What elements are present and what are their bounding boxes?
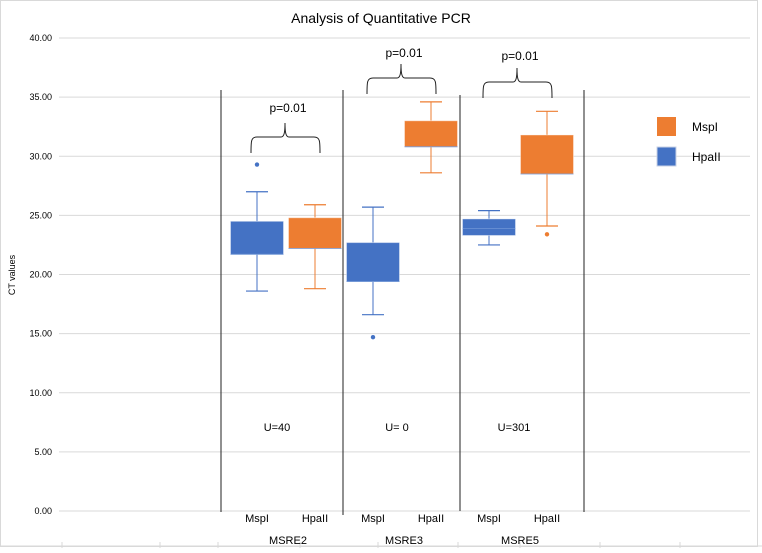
chart-title: Analysis of Quantitative PCR — [291, 10, 471, 26]
group-separators — [220, 90, 585, 515]
x-category-label: HpaII — [534, 513, 560, 525]
outlier-point — [254, 162, 260, 167]
u-statistic-label: U= 0 — [385, 422, 409, 434]
legend-label: HpaII — [692, 150, 721, 164]
gridlines — [0, 37, 762, 548]
significance-bracket — [482, 67, 553, 99]
legend: MspI HpaII — [656, 117, 721, 167]
significance-bracket — [366, 63, 437, 95]
group-label: MSRE5 — [501, 535, 539, 547]
group-label: MSRE3 — [385, 535, 423, 547]
legend-swatch-mspi — [657, 117, 676, 136]
p-value-label: p=0.01 — [501, 49, 538, 63]
p-value-label: p=0.01 — [385, 46, 422, 60]
y-tick-labels: 0.00 5.00 10.00 15.00 20.00 25.00 30.00 35.00 40… — [29, 33, 52, 516]
x-category-label: MspI — [477, 513, 501, 525]
x-category-label: MspI — [245, 513, 269, 525]
y-tick-label: 5.00 — [34, 447, 52, 457]
x-category-label: HpaII — [418, 513, 444, 525]
box-msre2-mspi — [230, 220, 284, 255]
annotations: p=0.01 U=40 p=0.01 U= 0 p=0.01 U=301 — [250, 46, 553, 434]
u-statistic-label: U=40 — [264, 422, 291, 434]
boxes — [230, 101, 574, 340]
outlier-point — [370, 334, 376, 340]
y-tick-label: 25.00 — [29, 210, 52, 220]
legend-label: MspI — [692, 120, 718, 134]
y-tick-label: 15.00 — [29, 329, 52, 339]
y-tick-label: 40.00 — [29, 33, 52, 43]
box-msre3-hpaii — [404, 120, 458, 148]
box-msre3-mspi — [346, 242, 400, 283]
x-category-label: HpaII — [302, 513, 328, 525]
y-axis-label: CT values — [7, 254, 17, 295]
y-tick-label: 30.00 — [29, 151, 52, 161]
y-tick-label: 35.00 — [29, 92, 52, 102]
y-tick-label: 10.00 — [29, 388, 52, 398]
y-tick-label: 0.00 — [34, 506, 52, 516]
u-statistic-label: U=301 — [498, 422, 531, 434]
significance-bracket — [250, 122, 321, 154]
box-msre5-mspi — [462, 218, 516, 236]
box-msre5-hpaii — [520, 134, 574, 175]
group-label: MSRE2 — [269, 535, 307, 547]
p-value-label: p=0.01 — [269, 101, 306, 115]
x-category-label: MspI — [361, 513, 385, 525]
outlier-point — [544, 232, 550, 237]
y-tick-label: 20.00 — [29, 270, 52, 280]
legend-swatch-hpaii — [656, 146, 677, 167]
box-msre2-hpaii — [288, 217, 342, 249]
